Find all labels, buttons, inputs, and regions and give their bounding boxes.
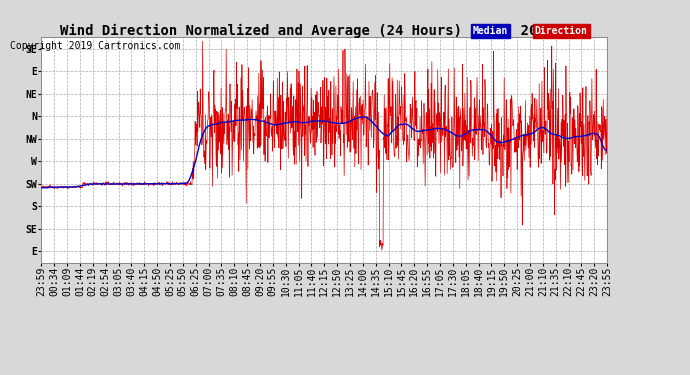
Title: Wind Direction Normalized and Average (24 Hours) (Old) 20191030: Wind Direction Normalized and Average (2…	[61, 23, 588, 38]
Text: Direction: Direction	[535, 26, 588, 36]
Text: Median: Median	[473, 26, 508, 36]
Text: Copyright 2019 Cartronics.com: Copyright 2019 Cartronics.com	[10, 41, 181, 51]
